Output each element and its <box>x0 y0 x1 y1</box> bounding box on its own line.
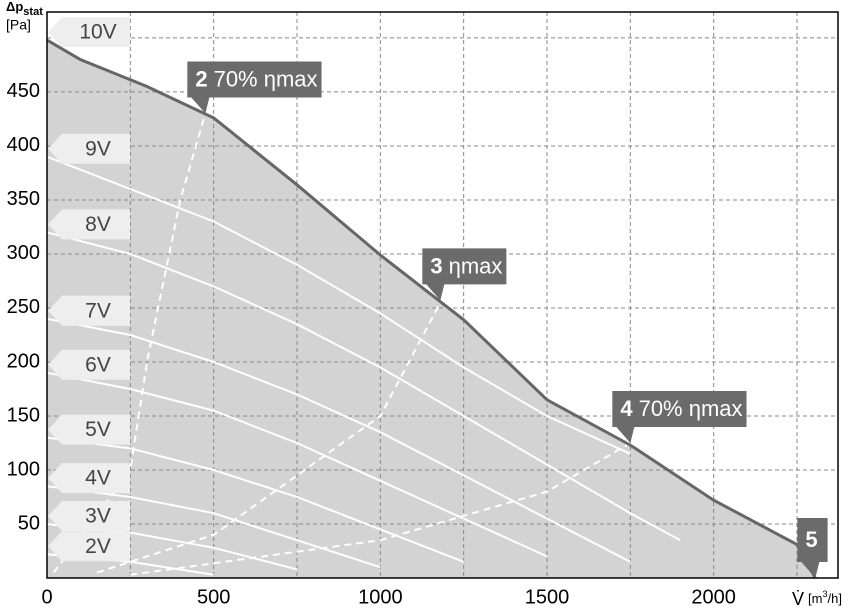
annotation-number: 4 <box>620 396 633 421</box>
annotation-text: 70% ηmax <box>639 396 743 421</box>
y-tick-label: 400 <box>7 134 40 156</box>
voltage-curve <box>46 317 631 563</box>
operating-area <box>47 40 816 579</box>
x-axis-label-sup: 3 <box>822 589 827 599</box>
x-axis-label-main: V̇ <box>792 589 804 609</box>
annotation-box <box>797 518 828 578</box>
y-tick-label: 450 <box>7 80 40 102</box>
voltage-curve <box>46 485 381 569</box>
annotation-number: 3 <box>430 253 442 278</box>
y-tick-label: 200 <box>7 350 40 372</box>
annotation-text: 70% ηmax <box>214 66 318 91</box>
y-axis-label-sub: stat <box>23 6 43 18</box>
legend-label: 7V <box>85 299 111 322</box>
voltage-tag <box>48 414 130 445</box>
x-tick-label: 2000 <box>691 586 736 608</box>
annotation: 3 ηmax <box>422 248 507 301</box>
annotation-number: 5 <box>805 527 817 552</box>
annotation: 2 70% ηmax <box>187 61 322 114</box>
voltage-curve <box>46 155 631 455</box>
x-axis-label-unit-post: /h] <box>827 591 841 606</box>
x-tick-label: 0 <box>41 586 52 608</box>
y-tick-label: 100 <box>7 458 40 480</box>
voltage-tag <box>48 531 130 562</box>
y-tick-label: 300 <box>7 242 40 264</box>
annotation-label: 5 <box>805 527 817 552</box>
x-tick-label: 1000 <box>358 586 403 608</box>
voltage-curve <box>46 231 681 542</box>
x-tick-label: 500 <box>197 586 230 608</box>
x-tick-label: 1500 <box>525 586 570 608</box>
y-axis-label-unit: [Pa] <box>6 17 31 33</box>
x-axis-label-unit: [m <box>808 591 822 606</box>
annotation-text: ηmax <box>449 253 503 278</box>
annotation: 4 70% ηmax <box>612 390 747 443</box>
voltage-tag <box>48 463 130 494</box>
y-tick-label: 150 <box>7 404 40 426</box>
y-axis-label: Δpstat <box>6 0 43 18</box>
legend-label: 9V <box>85 137 111 160</box>
annotation: 5 <box>797 518 828 578</box>
y-tick-label: 50 <box>18 512 40 534</box>
legend-label: 10V <box>79 21 116 44</box>
efficiency-line <box>96 302 442 574</box>
annotation-box <box>612 390 747 443</box>
y-tick-label: 250 <box>7 296 40 318</box>
voltage-curve <box>46 436 465 563</box>
voltage-tag <box>48 349 130 380</box>
legend-label: 6V <box>85 353 111 376</box>
voltage-tag <box>48 17 130 48</box>
annotation-box <box>187 61 322 114</box>
plot-frame <box>46 11 839 579</box>
voltage-tag <box>48 209 130 240</box>
annotation-box <box>422 248 507 301</box>
annotation-label: 4 70% ηmax <box>620 396 742 421</box>
legend-label: 4V <box>85 467 111 490</box>
legend-label: 8V <box>85 213 111 236</box>
legend-label: 2V <box>85 535 111 558</box>
voltage-tag <box>48 295 130 326</box>
legend-label: 5V <box>85 418 111 441</box>
annotation-number: 2 <box>195 66 207 91</box>
x-axis-label: V̇ [m3/h] <box>792 589 842 609</box>
efficiency-line <box>130 442 631 576</box>
voltage-tag <box>48 133 130 164</box>
y-tick-label: 350 <box>7 188 40 210</box>
voltage-tag <box>48 500 130 531</box>
voltage-curve <box>46 371 548 558</box>
legend-label: 3V <box>85 505 111 528</box>
annotation-label: 3 ηmax <box>430 253 502 278</box>
y-axis-label-main: Δp <box>6 0 23 14</box>
annotation-label: 2 70% ηmax <box>195 66 317 91</box>
envelope-curve <box>46 38 817 579</box>
